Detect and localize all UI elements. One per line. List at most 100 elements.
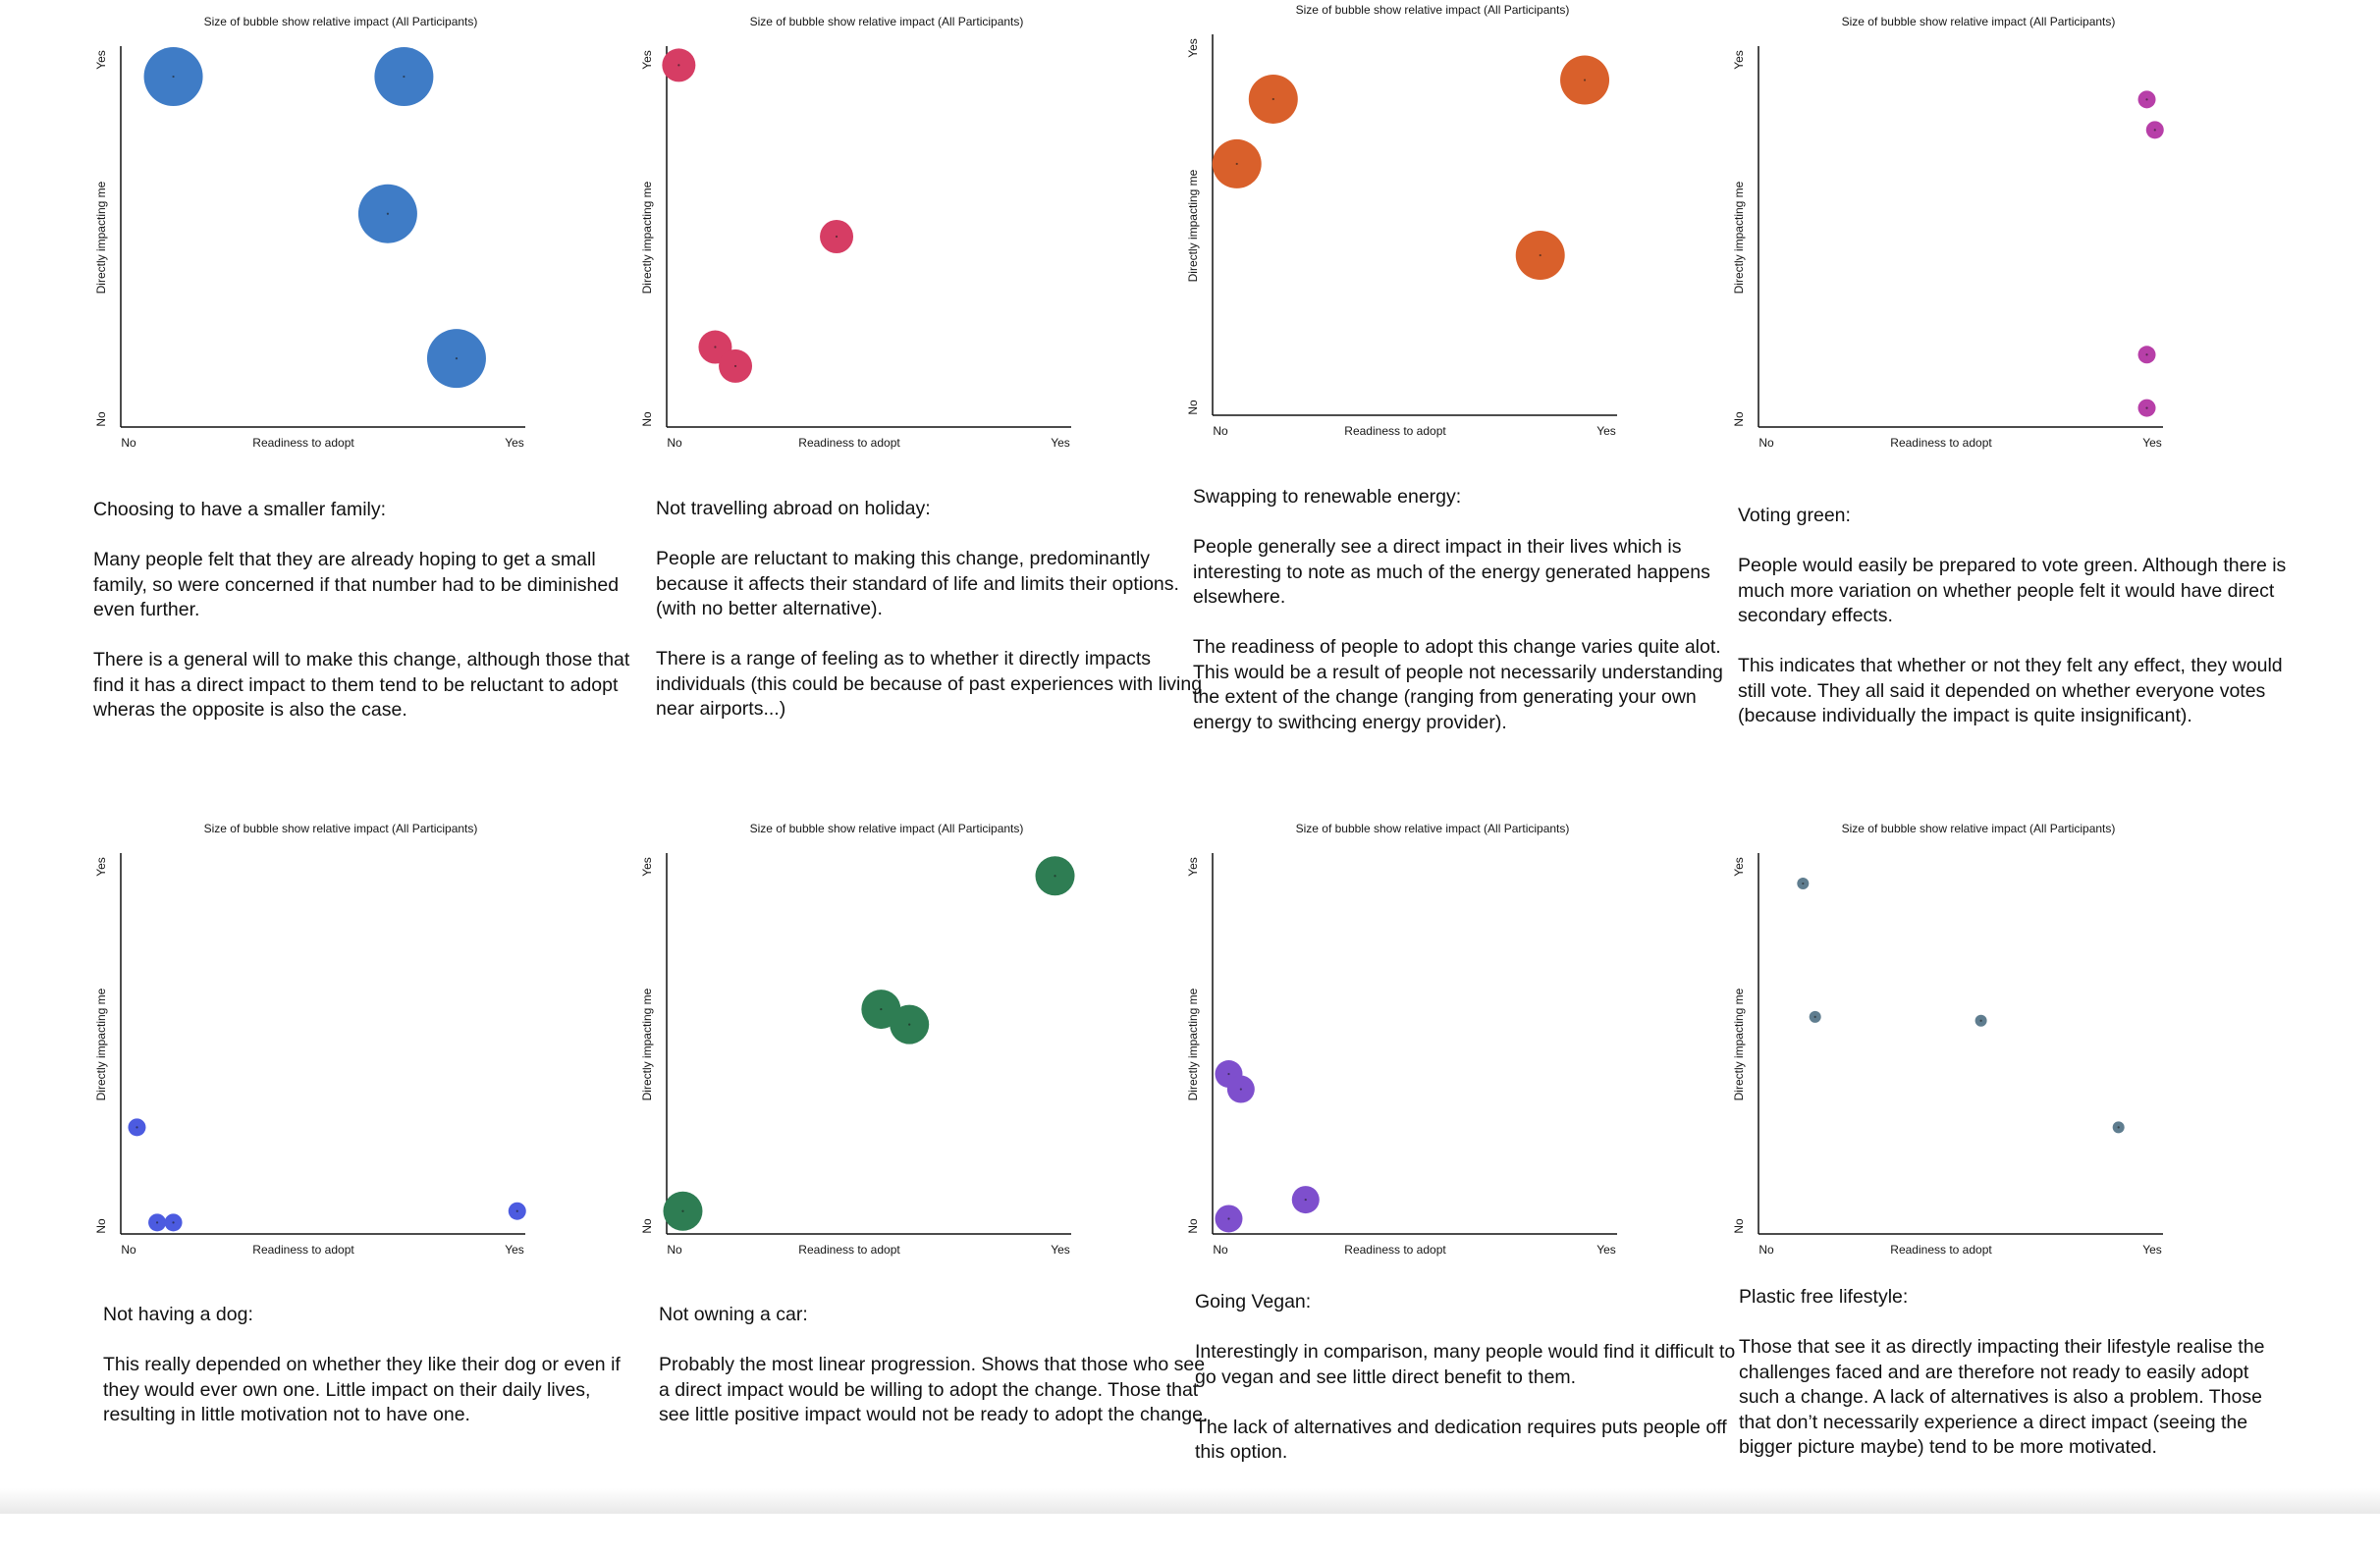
bubble-chart: Size of bubble show relative impact (All… bbox=[1186, 822, 1617, 1257]
chart-title: Size of bubble show relative impact (All… bbox=[1296, 3, 1570, 17]
x-tick-label: Yes bbox=[2142, 1243, 2162, 1257]
bubble-center-dot bbox=[1271, 97, 1274, 101]
bubble-center-dot bbox=[172, 1221, 175, 1224]
chart-panel: Size of bubble show relative impact (All… bbox=[1092, 0, 1723, 734]
y-tick-label: No bbox=[1186, 400, 1200, 415]
description-paragraph: The lack of alternatives and dedication … bbox=[1195, 1416, 1727, 1464]
description-heading: Voting green: bbox=[1738, 505, 1851, 526]
bubble-chart: Size of bubble show relative impact (All… bbox=[640, 822, 1075, 1257]
y-axis-label: Directly impacting me bbox=[1732, 181, 1746, 294]
bubble-center-dot bbox=[455, 357, 459, 360]
chart-description: Going Vegan: Interestingly in comparison,… bbox=[1195, 1290, 1745, 1490]
y-axis-label: Directly impacting me bbox=[640, 988, 654, 1100]
chart-description: Plastic free lifestyle: Those that see it… bbox=[1739, 1285, 2289, 1485]
bubble-center-dot bbox=[386, 212, 390, 215]
x-tick-label: No bbox=[1758, 1243, 1774, 1257]
y-tick-label: No bbox=[1186, 1218, 1200, 1234]
x-axis-label: Readiness to adopt bbox=[1344, 424, 1446, 438]
chart-panel: Size of bubble show relative impact (All… bbox=[546, 0, 1202, 746]
bubble-center-dot bbox=[908, 1023, 911, 1026]
description-paragraph: There is a general will to make this cha… bbox=[93, 649, 630, 721]
y-tick-label: No bbox=[1732, 1218, 1746, 1234]
chart-panel: Size of bubble show relative impact (All… bbox=[0, 807, 621, 1553]
bubble-center-dot bbox=[2117, 1126, 2120, 1129]
x-tick-label: No bbox=[1213, 1243, 1228, 1257]
chart-title: Size of bubble show relative impact (All… bbox=[750, 15, 1024, 28]
description-heading: Not travelling abroad on holiday: bbox=[656, 498, 931, 519]
description-paragraph: Those that see it as directly impacting … bbox=[1739, 1336, 2265, 1458]
bubble-center-dot bbox=[1979, 1019, 1982, 1022]
bubble-center-dot bbox=[1239, 1088, 1242, 1091]
description-heading: Swapping to renewable energy: bbox=[1193, 486, 1462, 508]
y-tick-label: Yes bbox=[1732, 50, 1746, 70]
bubble-chart: Size of bubble show relative impact (All… bbox=[94, 822, 526, 1257]
chart-title: Size of bubble show relative impact (All… bbox=[1296, 822, 1570, 835]
bubble-center-dot bbox=[714, 346, 717, 348]
bubble-center-dot bbox=[2145, 353, 2148, 356]
chart-description: Choosing to have a smaller family: Many p… bbox=[93, 498, 643, 748]
y-tick-label: No bbox=[94, 411, 108, 427]
chart-description: Not travelling abroad on holiday: People … bbox=[656, 497, 1206, 747]
description-paragraph: Interestingly in comparison, many people… bbox=[1195, 1341, 1736, 1388]
description-paragraph: This indicates that whether or not they … bbox=[1738, 655, 2283, 726]
bubble-chart: Size of bubble show relative impact (All… bbox=[640, 15, 1071, 450]
description-heading: Choosing to have a smaller family: bbox=[93, 499, 387, 520]
x-tick-label: No bbox=[121, 436, 136, 450]
bubble-center-dot bbox=[677, 64, 680, 67]
bubble-chart: Size of bubble show relative impact (All… bbox=[1186, 3, 1617, 438]
bubble-center-dot bbox=[1235, 162, 1238, 166]
bubble-center-dot bbox=[1304, 1198, 1307, 1202]
y-tick-label: No bbox=[94, 1218, 108, 1234]
x-tick-label: Yes bbox=[2142, 436, 2162, 450]
description-paragraph: People are reluctant to making this chan… bbox=[656, 548, 1179, 619]
x-axis-label: Readiness to adopt bbox=[252, 436, 354, 450]
x-tick-label: Yes bbox=[1596, 424, 1616, 438]
y-tick-label: No bbox=[1732, 411, 1746, 427]
y-tick-label: Yes bbox=[94, 50, 108, 70]
y-axis-label: Directly impacting me bbox=[1186, 988, 1200, 1100]
x-axis-label: Readiness to adopt bbox=[1890, 1243, 1992, 1257]
description-paragraph: The readiness of people to adopt this ch… bbox=[1193, 636, 1723, 733]
x-axis-label: Readiness to adopt bbox=[1344, 1243, 1446, 1257]
bubble-chart: Size of bubble show relative impact (All… bbox=[1732, 822, 2163, 1257]
description-paragraph: There is a range of feeling as to whethe… bbox=[656, 648, 1203, 720]
description-paragraph: Many people felt that they are already h… bbox=[93, 549, 620, 620]
bubble-chart: Size of bubble show relative impact (All… bbox=[1732, 15, 2164, 450]
bottom-shadow bbox=[0, 1488, 2380, 1514]
description-heading: Not having a dog: bbox=[103, 1304, 253, 1325]
y-tick-label: No bbox=[640, 411, 654, 427]
x-tick-label: Yes bbox=[505, 1243, 524, 1257]
y-axis-label: Directly impacting me bbox=[640, 181, 654, 294]
bubble-center-dot bbox=[1802, 882, 1805, 885]
bubble-center-dot bbox=[1539, 253, 1542, 257]
x-tick-label: Yes bbox=[1051, 1243, 1070, 1257]
bubble-center-dot bbox=[1813, 1015, 1816, 1018]
y-axis-label: Directly impacting me bbox=[1186, 169, 1200, 282]
y-axis-label: Directly impacting me bbox=[94, 181, 108, 294]
bubble-center-dot bbox=[880, 1007, 883, 1011]
bubble-center-dot bbox=[2145, 98, 2148, 101]
x-tick-label: Yes bbox=[1051, 436, 1070, 450]
x-axis-label: Readiness to adopt bbox=[798, 1243, 900, 1257]
y-tick-label: Yes bbox=[1186, 38, 1200, 58]
x-tick-label: Yes bbox=[505, 436, 524, 450]
description-paragraph: People would easily be prepared to vote … bbox=[1738, 555, 2287, 626]
chart-title: Size of bubble show relative impact (All… bbox=[750, 822, 1024, 835]
chart-title: Size of bubble show relative impact (All… bbox=[204, 15, 478, 28]
bubble-center-dot bbox=[1227, 1217, 1230, 1220]
bubble-chart: Size of bubble show relative impact (All… bbox=[94, 15, 525, 450]
bubble-center-dot bbox=[1227, 1072, 1230, 1076]
bubble-center-dot bbox=[172, 75, 175, 79]
description-paragraph: This really depended on whether they lik… bbox=[103, 1354, 621, 1425]
y-tick-label: No bbox=[640, 1218, 654, 1234]
chart-title: Size of bubble show relative impact (All… bbox=[204, 822, 478, 835]
x-tick-label: Yes bbox=[1596, 1243, 1616, 1257]
chart-panel: Size of bubble show relative impact (All… bbox=[1092, 807, 1735, 1553]
y-tick-label: Yes bbox=[640, 857, 654, 877]
x-tick-label: No bbox=[667, 436, 682, 450]
description-paragraph: People generally see a direct impact in … bbox=[1193, 536, 1710, 608]
x-tick-label: No bbox=[1213, 424, 1228, 438]
y-axis-label: Directly impacting me bbox=[1732, 988, 1746, 1100]
y-tick-label: Yes bbox=[1732, 857, 1746, 877]
chart-description: Swapping to renewable energy: People gene… bbox=[1193, 485, 1743, 761]
